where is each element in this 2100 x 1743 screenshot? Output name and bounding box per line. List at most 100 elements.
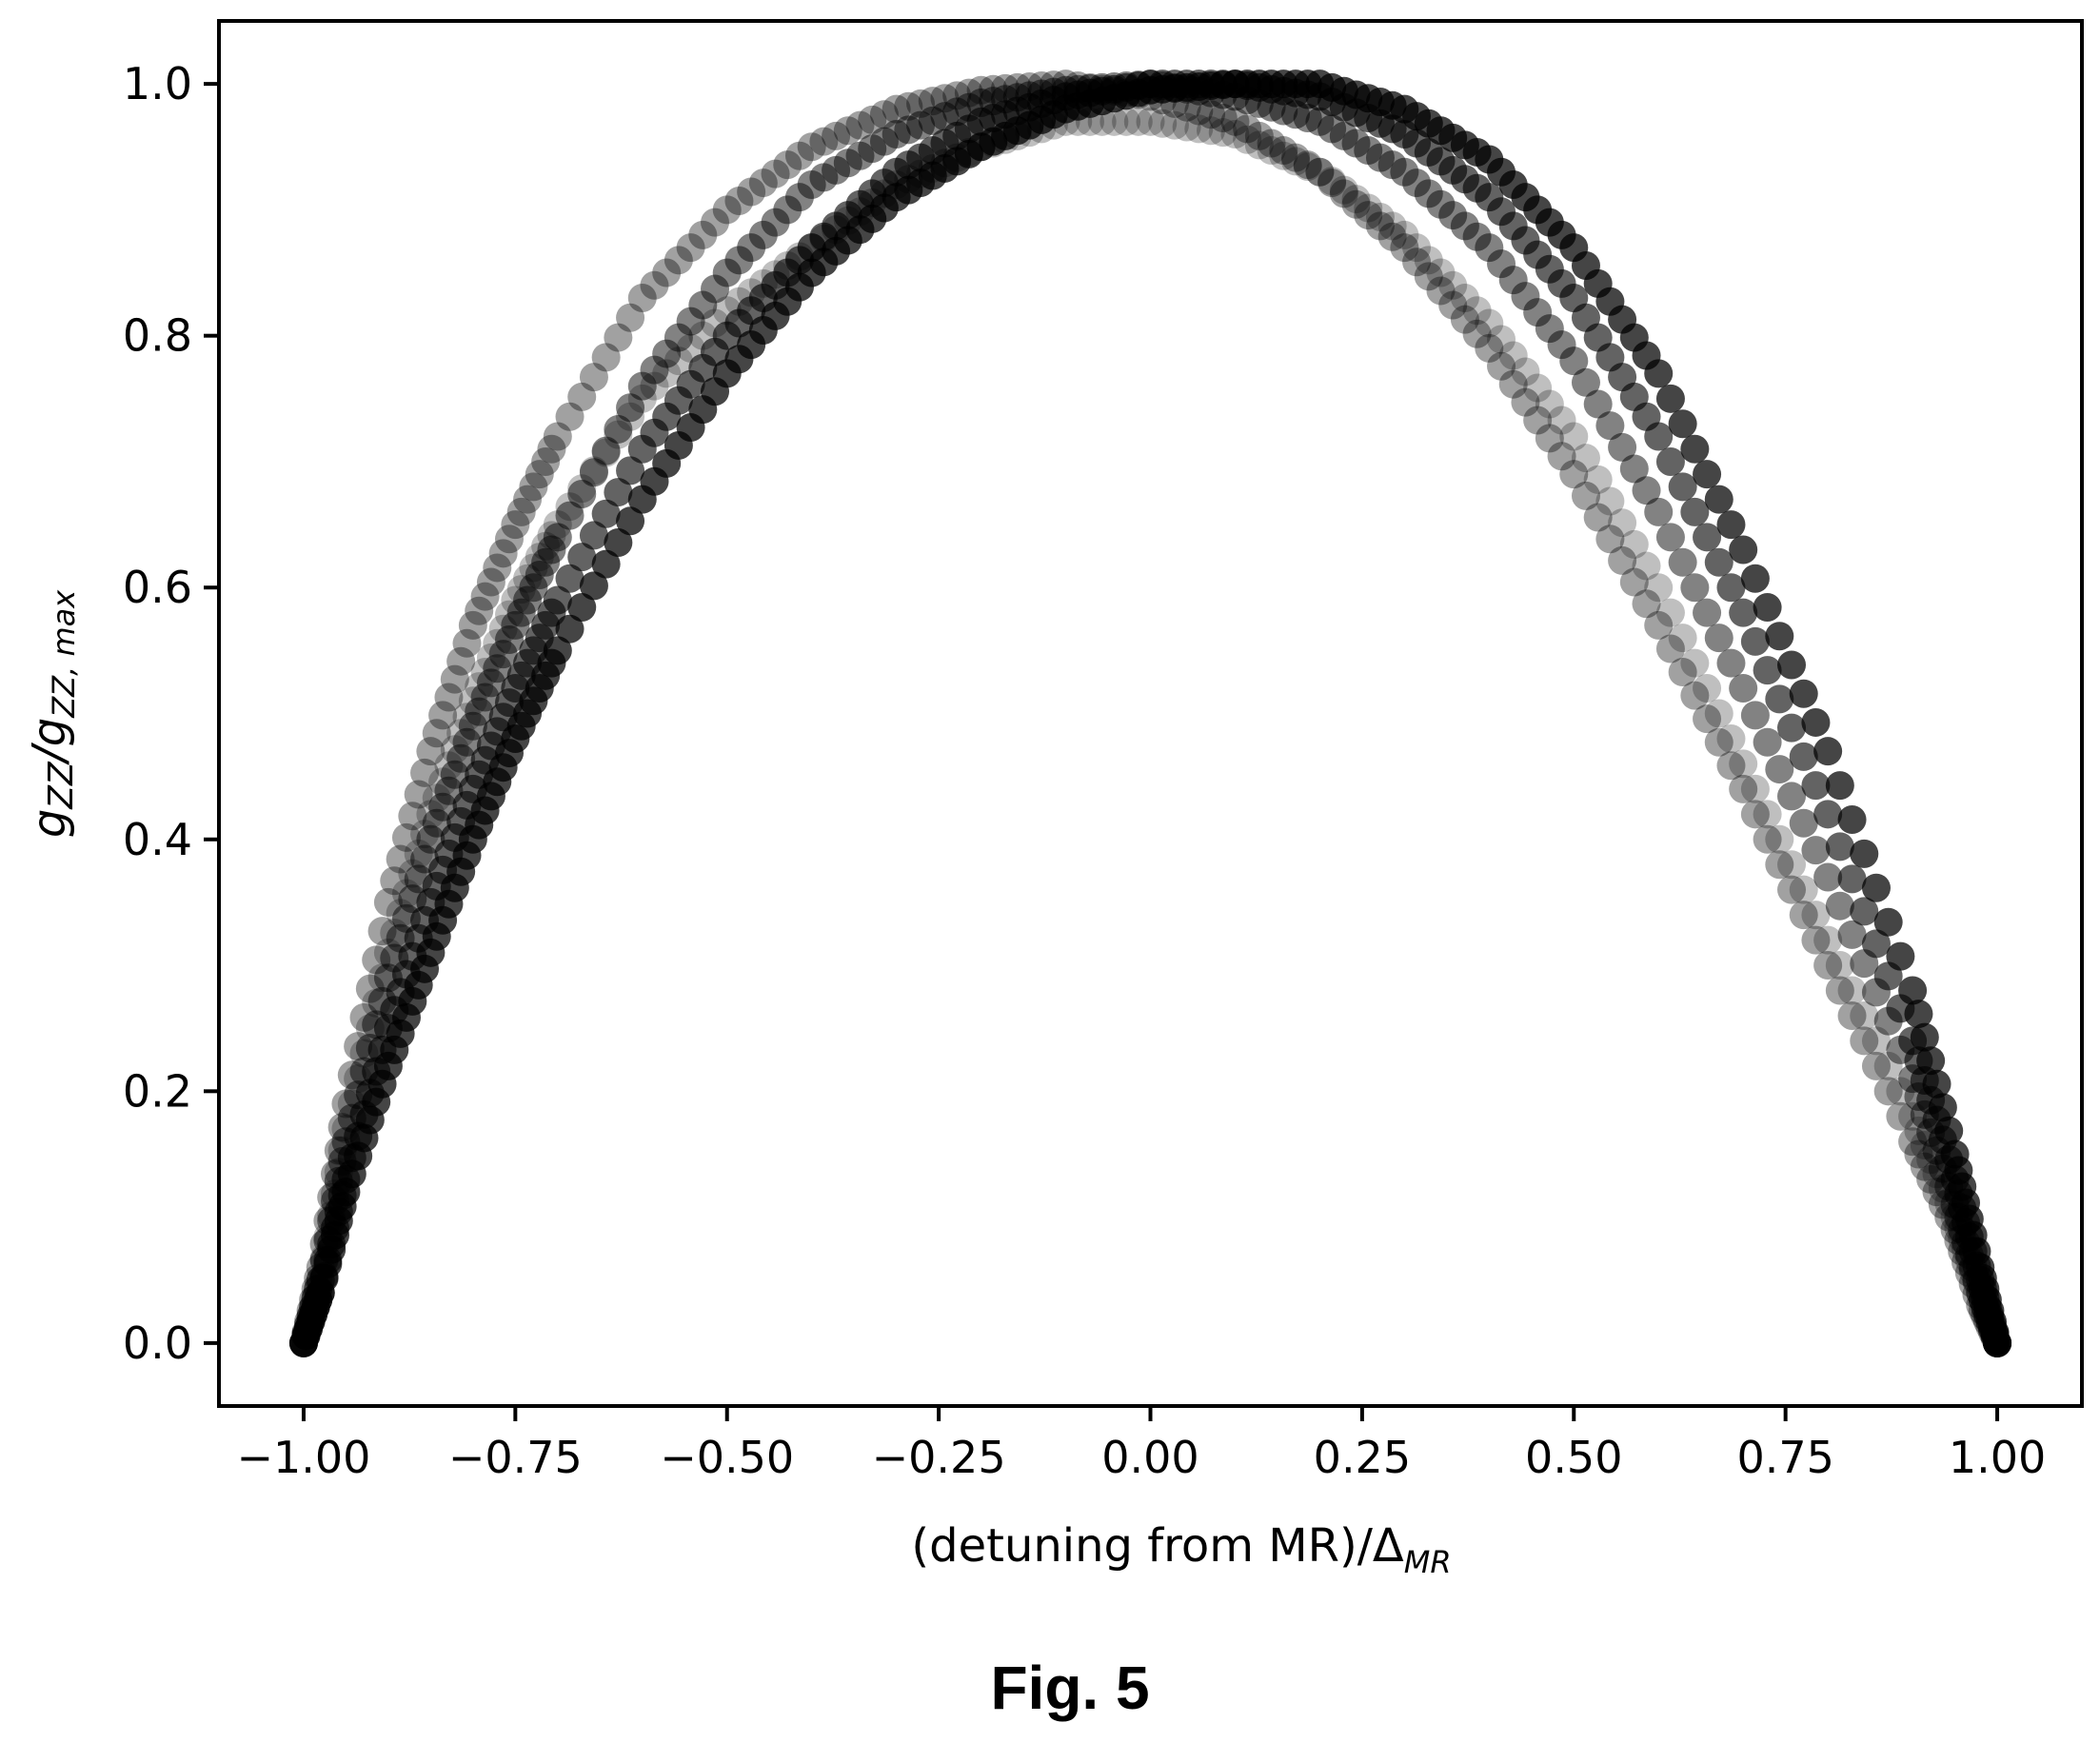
data-point	[1861, 1051, 1891, 1080]
data-point	[616, 456, 645, 485]
data-point	[1341, 185, 1371, 214]
data-point	[1765, 622, 1794, 651]
data-point	[652, 258, 682, 287]
data-point	[1498, 341, 1528, 370]
data-point	[1511, 387, 1540, 417]
data-point	[465, 672, 494, 702]
data-point	[531, 531, 561, 561]
data-point	[1898, 976, 1928, 1005]
data-point	[1644, 573, 1674, 603]
data-point	[1668, 624, 1697, 653]
data-point	[410, 758, 440, 787]
data-point	[1197, 100, 1226, 129]
data-point	[494, 625, 524, 655]
x-axis-ticks: −1.00 −0.75 −0.50 −0.25 0.00 0.25 0.50 0.75 1.00	[236, 1406, 2046, 1483]
data-point	[712, 258, 742, 287]
data-point	[1813, 925, 1843, 955]
data-point	[1365, 211, 1395, 241]
data-point	[1148, 109, 1178, 138]
data-point	[1910, 1022, 1939, 1052]
data-point	[616, 303, 645, 332]
y-axis-ticks: 0.0 0.2 0.4 0.6 0.8 1.0	[123, 58, 219, 1369]
data-point	[591, 436, 621, 465]
data-point	[386, 844, 415, 874]
data-point	[1753, 800, 1782, 829]
series-1	[288, 107, 2012, 1357]
data-point	[979, 74, 1008, 104]
data-point	[355, 974, 385, 1003]
data-point	[1837, 1000, 1867, 1030]
scatter-markers	[288, 69, 2012, 1357]
y-tick-label: 0.6	[123, 562, 192, 613]
data-point	[1390, 233, 1419, 263]
data-point	[1414, 246, 1443, 275]
data-point	[1487, 249, 1516, 279]
data-point	[1753, 727, 1782, 757]
data-point	[1571, 367, 1600, 397]
data-point	[476, 643, 505, 672]
data-point	[483, 654, 512, 683]
data-point	[1693, 598, 1722, 627]
data-point	[1813, 800, 1843, 829]
data-point	[1293, 104, 1322, 133]
data-point	[579, 571, 608, 601]
data-point	[1655, 598, 1685, 627]
data-point	[579, 363, 608, 392]
data-point	[1414, 179, 1443, 208]
data-point	[1813, 862, 1843, 892]
data-point	[1197, 116, 1226, 146]
data-point	[470, 683, 500, 712]
data-point	[501, 510, 530, 540]
data-point	[1280, 143, 1310, 172]
data-point	[845, 141, 875, 170]
data-point	[555, 614, 584, 644]
data-point	[488, 640, 518, 669]
data-point	[1220, 120, 1250, 149]
data-point	[604, 478, 633, 507]
data-point	[513, 564, 543, 593]
data-point	[809, 127, 839, 156]
data-point	[1402, 248, 1432, 277]
data-point	[1922, 1069, 1951, 1099]
data-point	[1789, 901, 1818, 930]
y-tick-label: 1.0	[123, 58, 192, 109]
data-point	[1916, 1164, 1946, 1194]
data-point	[688, 220, 718, 249]
data-point	[616, 402, 645, 431]
data-point	[1547, 442, 1576, 471]
data-point	[1825, 976, 1854, 1005]
data-point	[1916, 1046, 1946, 1076]
data-point	[1765, 684, 1794, 714]
data-point	[869, 100, 899, 129]
data-point	[1898, 1127, 1928, 1157]
data-point	[1704, 624, 1733, 653]
data-point	[1450, 211, 1479, 241]
data-point	[1547, 406, 1576, 435]
data-point	[1498, 266, 1528, 295]
data-point	[1341, 189, 1371, 219]
x-tick-label: −0.75	[448, 1432, 583, 1483]
data-point	[567, 382, 597, 411]
data-point	[362, 945, 391, 975]
data-point	[458, 686, 487, 716]
data-point	[1825, 832, 1854, 862]
data-point	[1716, 723, 1746, 753]
data-point	[1873, 1051, 1903, 1080]
data-point	[640, 371, 669, 401]
data-point	[797, 132, 826, 162]
data-point	[1233, 125, 1262, 154]
data-point	[1861, 929, 1891, 959]
data-point	[1257, 129, 1286, 158]
data-point	[1377, 150, 1407, 180]
data-point	[1438, 290, 1468, 320]
data-point	[1928, 1093, 1957, 1122]
data-point	[1317, 167, 1347, 196]
data-point	[386, 899, 415, 928]
data-point	[476, 668, 505, 698]
data-point	[1619, 529, 1649, 559]
data-point	[627, 284, 657, 312]
data-point	[676, 307, 705, 336]
data-point	[416, 737, 446, 766]
data-point	[543, 510, 572, 540]
